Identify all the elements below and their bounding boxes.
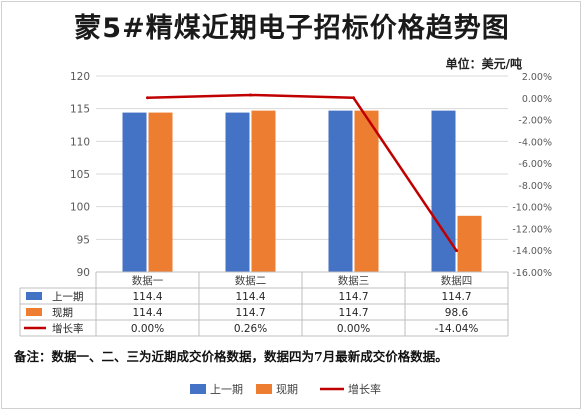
footnote: 备注：数据一、二、三为近期成交价格数据，数据四为7月最新成交价格数据。	[14, 349, 448, 364]
data-label: 114.7	[338, 291, 368, 303]
y-tick-label: 110	[70, 136, 90, 148]
bar	[431, 110, 456, 272]
data-label: 114.4	[132, 307, 162, 319]
y-tick-label: 95	[77, 234, 90, 246]
chart-title: 蒙5#精煤近期电子招标价格趋势图	[74, 13, 510, 44]
legend-label: 增长率	[348, 382, 381, 396]
bar	[122, 112, 147, 272]
line-point	[249, 93, 252, 97]
legend-label: 现期	[276, 383, 298, 396]
table-row-label: 现期	[52, 307, 73, 319]
y2-tick-label: 2.00%	[522, 72, 552, 83]
y2-tick-label: -8.00%	[518, 181, 552, 192]
legend-label: 上一期	[210, 383, 243, 396]
y-tick-label: 115	[70, 104, 90, 116]
bar	[328, 110, 353, 272]
data-label: 0.26%	[234, 323, 267, 335]
y-tick-label: 120	[70, 71, 90, 83]
bar	[354, 110, 379, 272]
y-axis-left: 90 95 100 105 110 115 120	[70, 71, 90, 279]
unit-label: 单位：美元/吨	[445, 57, 522, 71]
y2-tick-label: 0.00%	[522, 94, 552, 105]
legend-key	[190, 384, 206, 394]
category-label: 数据二	[235, 274, 267, 287]
y-tick-label: 90	[77, 267, 90, 279]
line-point	[146, 96, 149, 100]
data-label: 114.4	[132, 291, 162, 303]
bar	[251, 110, 276, 272]
growth-line	[146, 93, 458, 253]
y2-tick-label: -4.00%	[518, 137, 552, 148]
data-label: 114.7	[338, 307, 368, 319]
table-legend-key	[26, 292, 42, 300]
bar	[148, 112, 173, 272]
y2-tick-label: -14.00%	[512, 246, 552, 257]
data-label: 114.7	[235, 307, 265, 319]
y-axis-right: 2.00% 0.00% -2.00% -4.00% -6.00% -8.00% -10.00…	[512, 72, 552, 279]
data-label: 114.4	[235, 291, 265, 303]
table-row-label: 增长率	[52, 322, 84, 335]
data-label: 0.00%	[131, 323, 164, 335]
growth-line-path	[147, 93, 458, 252]
legend-key	[256, 384, 272, 394]
bar	[225, 112, 250, 272]
y-tick-label: 100	[70, 202, 90, 214]
line-point	[455, 249, 458, 253]
y-tick-label: 105	[70, 169, 90, 181]
category-label: 数据一	[132, 274, 164, 287]
data-label: 0.00%	[337, 323, 370, 335]
data-label: -14.04%	[435, 323, 479, 335]
y2-tick-label: -10.00%	[512, 203, 552, 214]
table-row-label: 上一期	[52, 291, 84, 303]
y2-tick-label: -6.00%	[518, 159, 552, 170]
category-label: 数据三	[338, 274, 370, 287]
legend: 上一期 现期 增长率	[190, 382, 381, 396]
bar	[457, 215, 482, 272]
data-label: 98.6	[445, 307, 469, 319]
line-point	[352, 96, 355, 100]
y2-tick-label: -12.00%	[512, 224, 552, 235]
table-legend-key	[26, 308, 42, 316]
bar-series	[122, 110, 482, 272]
category-label: 数据四	[441, 274, 473, 287]
data-label: 114.7	[441, 291, 471, 303]
y2-tick-label: -2.00%	[518, 116, 552, 127]
y2-tick-label: -16.00%	[512, 268, 552, 279]
